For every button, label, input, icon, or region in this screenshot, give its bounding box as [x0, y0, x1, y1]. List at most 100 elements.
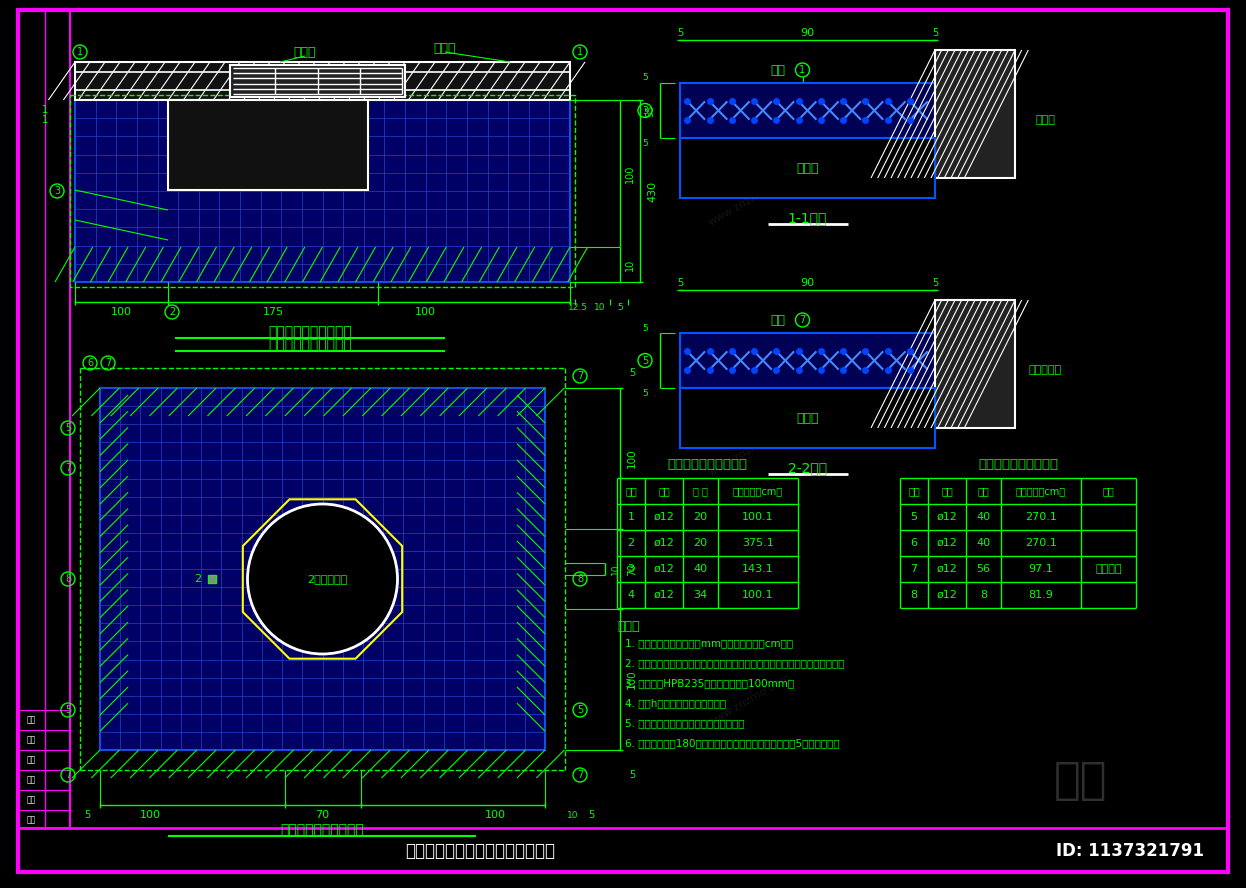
Text: 40: 40 — [977, 538, 991, 548]
Text: 5: 5 — [65, 423, 71, 433]
Text: ø12: ø12 — [937, 564, 957, 574]
Text: 8: 8 — [979, 590, 987, 600]
Text: 20: 20 — [694, 538, 708, 548]
Text: 审核: 审核 — [26, 716, 36, 725]
Bar — [168, 100, 368, 190]
Text: 81.9: 81.9 — [1028, 590, 1053, 600]
Text: 8: 8 — [577, 574, 583, 584]
Text: 2圆形检查井: 2圆形检查井 — [308, 574, 348, 584]
Text: 100: 100 — [485, 810, 506, 820]
Text: 1: 1 — [42, 115, 49, 125]
Text: 100: 100 — [111, 307, 132, 317]
Text: 1: 1 — [77, 47, 83, 57]
Text: 5: 5 — [83, 810, 90, 820]
Text: 2: 2 — [169, 307, 176, 317]
Text: 5. 途中虚线仅示意配筋范围，不设接缝。: 5. 途中虚线仅示意配筋范围，不设接缝。 — [625, 718, 745, 728]
Text: 1-1剑面: 1-1剑面 — [787, 211, 827, 225]
Text: 100: 100 — [140, 810, 161, 820]
Text: 2-2剑面: 2-2剑面 — [787, 461, 827, 475]
Text: 备注: 备注 — [1103, 486, 1114, 496]
Text: 100.1: 100.1 — [743, 512, 774, 522]
Text: 雨水口: 雨水口 — [294, 45, 316, 59]
Text: 单根长度（cm）: 单根长度（cm） — [733, 486, 782, 496]
Text: 圆形检查井: 圆形检查井 — [1028, 366, 1062, 376]
Text: ø12: ø12 — [937, 512, 957, 522]
Text: 5: 5 — [642, 74, 648, 83]
Text: 40: 40 — [977, 512, 991, 522]
Text: 说明：: 说明： — [617, 620, 639, 633]
Text: ID: 1137321791: ID: 1137321791 — [1057, 842, 1204, 860]
Text: 7: 7 — [577, 371, 583, 381]
Text: 1: 1 — [800, 65, 806, 75]
Text: 375.1: 375.1 — [743, 538, 774, 548]
Text: 100: 100 — [627, 448, 637, 468]
Text: www.znzmo.com: www.znzmo.com — [407, 672, 493, 728]
Text: 3: 3 — [642, 106, 648, 115]
Bar — [680, 138, 934, 198]
Text: 175: 175 — [263, 307, 284, 317]
Text: 55: 55 — [645, 104, 655, 116]
Text: 90: 90 — [800, 28, 815, 38]
Text: 430: 430 — [647, 180, 657, 202]
Text: 100: 100 — [415, 307, 436, 317]
Bar — [70, 95, 574, 287]
Text: ø12: ø12 — [654, 538, 674, 548]
Text: 5: 5 — [932, 28, 938, 38]
Text: 20: 20 — [694, 512, 708, 522]
Text: 97.1: 97.1 — [1028, 564, 1053, 574]
Text: 100.1: 100.1 — [743, 590, 774, 600]
Text: 路缘石: 路缘石 — [434, 42, 456, 54]
Text: 编号: 编号 — [908, 486, 920, 496]
Text: 根 数: 根 数 — [693, 486, 708, 496]
Text: 40: 40 — [694, 564, 708, 574]
Text: www.znzmo.com: www.znzmo.com — [706, 172, 792, 227]
Text: 雨水口加固平面布置图: 雨水口加固平面布置图 — [268, 338, 351, 352]
Text: 12.5: 12.5 — [568, 303, 588, 312]
Text: 面层: 面层 — [770, 313, 785, 327]
Text: 10: 10 — [611, 563, 619, 575]
Text: 图号: 图号 — [26, 815, 36, 824]
Text: www.znzmo.com: www.znzmo.com — [107, 172, 193, 227]
Text: 34: 34 — [694, 590, 708, 600]
Text: 日期: 日期 — [26, 796, 36, 805]
Text: 270.1: 270.1 — [1025, 512, 1057, 522]
Text: 直径: 直径 — [941, 486, 953, 496]
Text: 检查井加固钒筋数量表: 检查井加固钒筋数量表 — [978, 457, 1058, 471]
Text: 比例: 比例 — [26, 775, 36, 784]
Text: 3: 3 — [628, 564, 634, 574]
Text: 制图: 制图 — [26, 756, 36, 765]
Text: ø12: ø12 — [654, 564, 674, 574]
Bar — [934, 300, 1015, 428]
Text: 5: 5 — [617, 303, 623, 312]
Text: 5: 5 — [629, 368, 635, 378]
Text: 编号: 编号 — [625, 486, 637, 496]
Text: 底基层: 底基层 — [796, 411, 819, 424]
Text: 10: 10 — [625, 259, 635, 271]
Text: 5: 5 — [642, 323, 648, 332]
Text: 7: 7 — [65, 770, 71, 780]
Text: 10: 10 — [567, 811, 578, 820]
Text: 2: 2 — [628, 538, 634, 548]
Bar — [17, 10, 70, 828]
Text: 270.1: 270.1 — [1025, 538, 1057, 548]
Text: 6: 6 — [87, 358, 93, 368]
Text: www.znzmo.com: www.znzmo.com — [706, 672, 792, 728]
Text: 1: 1 — [628, 512, 634, 522]
Bar — [231, 65, 405, 97]
Bar — [680, 388, 934, 448]
Text: 知末: 知末 — [1053, 758, 1106, 802]
Text: 雨水口加固钒筋数量表: 雨水口加固钒筋数量表 — [668, 457, 748, 471]
Text: 雨水口加固平面布置图: 雨水口加固平面布置图 — [268, 325, 351, 339]
Text: ø12: ø12 — [654, 590, 674, 600]
Text: 143.1: 143.1 — [743, 564, 774, 574]
Text: 5: 5 — [642, 139, 648, 147]
Text: 4. 图中h为氥青路面上基层厚度。: 4. 图中h为氥青路面上基层厚度。 — [625, 698, 726, 708]
Text: 直径: 直径 — [658, 486, 670, 496]
Text: 6. 钒筋末端采用180度弯钙形式，弯后平直段长度不小于5倍钒筋直径。: 6. 钒筋末端采用180度弯钙形式，弯后平直段长度不小于5倍钒筋直径。 — [625, 738, 840, 748]
Text: ø12: ø12 — [654, 512, 674, 522]
Text: www.znzmo.com: www.znzmo.com — [706, 423, 792, 478]
Text: 5: 5 — [677, 278, 683, 288]
Bar — [680, 333, 934, 388]
Text: 2. 本图适用于路面为氥青路面，雨水口、位于车行道的检查井井口周边加强。: 2. 本图适用于路面为氥青路面，雨水口、位于车行道的检查井井口周边加强。 — [625, 658, 845, 668]
Text: 雨水口: 雨水口 — [1035, 115, 1055, 125]
